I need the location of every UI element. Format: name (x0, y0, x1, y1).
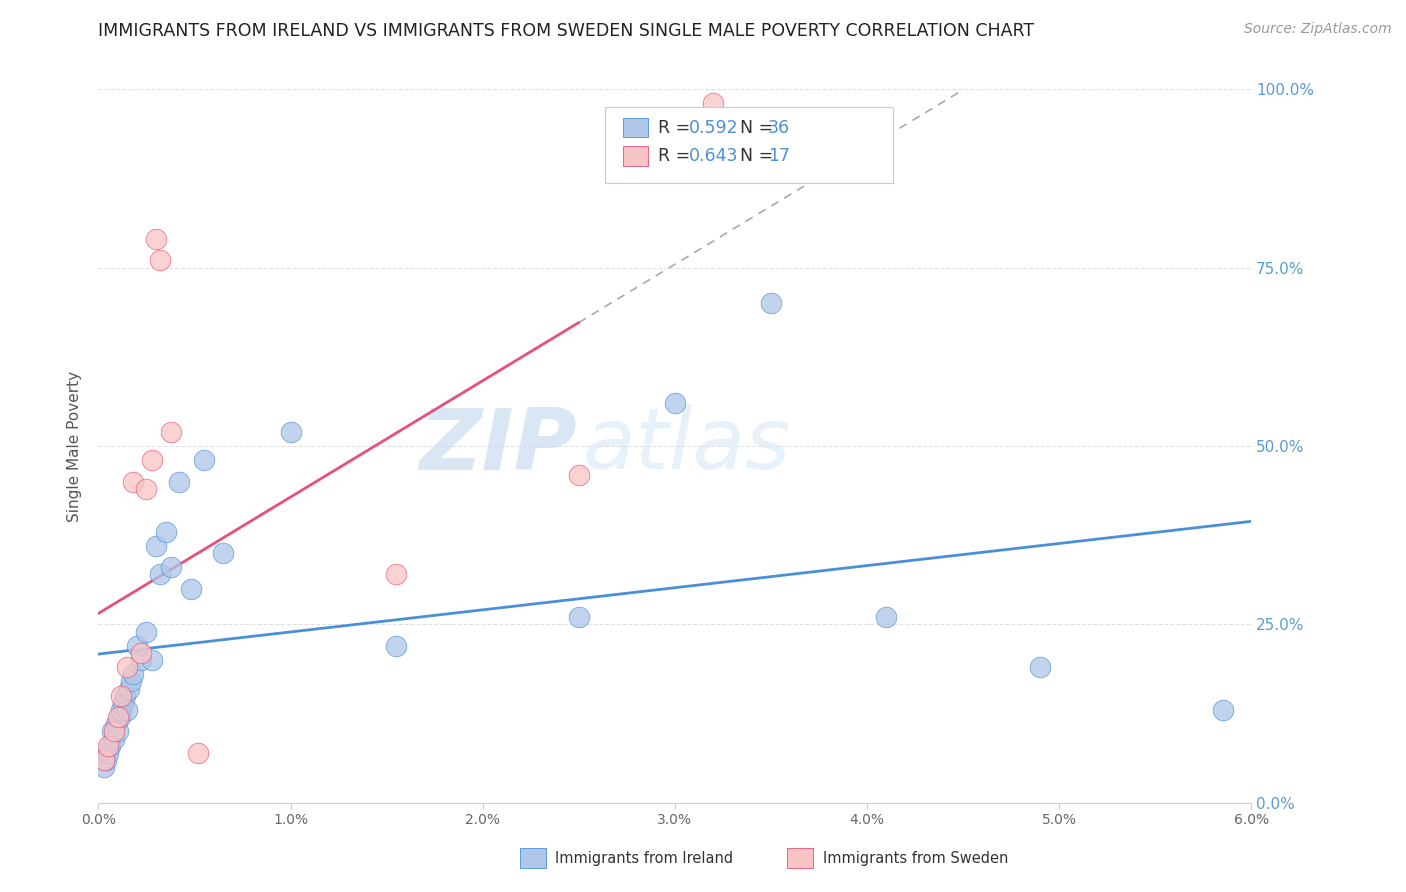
Point (385, 639, 408, 653)
Point (117, 703, 139, 717)
Point (141, 453, 163, 467)
Point (104, 717, 127, 731)
Text: Immigrants from Ireland: Immigrants from Ireland (555, 851, 734, 865)
Text: N =: N = (740, 119, 779, 136)
Point (97, 746, 120, 760)
Point (1211, 703, 1234, 717)
Point (1029, 660, 1052, 674)
Text: 0.643: 0.643 (689, 147, 738, 165)
Point (385, 567, 408, 582)
Point (141, 653, 163, 667)
Point (149, 253, 172, 268)
Point (160, 425, 183, 439)
Text: 17: 17 (768, 147, 790, 165)
Point (120, 674, 142, 689)
Text: atlas: atlas (582, 404, 790, 488)
Point (101, 724, 124, 739)
Point (94, 753, 117, 767)
Text: ZIP: ZIP (419, 404, 576, 488)
Point (568, 610, 591, 624)
Point (135, 482, 157, 496)
Point (129, 646, 152, 660)
Y-axis label: Single Male Poverty: Single Male Poverty (67, 370, 83, 522)
Point (280, 425, 302, 439)
Point (702, 96, 724, 111)
Point (107, 710, 129, 724)
Point (145, 232, 167, 246)
Point (103, 724, 125, 739)
Point (114, 689, 136, 703)
Point (107, 724, 129, 739)
Point (212, 546, 235, 560)
Point (180, 582, 202, 596)
Text: R =: R = (658, 147, 696, 165)
Point (568, 467, 591, 482)
Point (193, 453, 215, 467)
Point (110, 689, 132, 703)
Text: 36: 36 (768, 119, 790, 136)
Point (155, 524, 177, 539)
Point (122, 667, 145, 681)
Point (135, 624, 157, 639)
Text: R =: R = (658, 119, 696, 136)
Point (103, 731, 125, 746)
Point (129, 653, 152, 667)
Point (110, 703, 132, 717)
Point (122, 475, 145, 489)
Text: IMMIGRANTS FROM IRELAND VS IMMIGRANTS FROM SWEDEN SINGLE MALE POVERTY CORRELATIO: IMMIGRANTS FROM IRELAND VS IMMIGRANTS FR… (98, 22, 1035, 40)
Point (187, 746, 209, 760)
Point (759, 296, 782, 310)
Point (149, 567, 172, 582)
Point (112, 696, 135, 710)
Point (664, 396, 686, 410)
Text: Source: ZipAtlas.com: Source: ZipAtlas.com (1244, 22, 1392, 37)
Text: N =: N = (740, 147, 779, 165)
Point (145, 539, 167, 553)
Point (118, 681, 141, 696)
Point (875, 610, 897, 624)
Point (108, 710, 131, 724)
Text: 0.592: 0.592 (689, 119, 738, 136)
Point (125, 639, 148, 653)
Point (167, 475, 190, 489)
Point (160, 560, 183, 574)
Point (98, 739, 121, 753)
Point (117, 660, 139, 674)
Point (97, 739, 120, 753)
Point (93, 760, 115, 774)
Point (93, 753, 115, 767)
Text: Immigrants from Sweden: Immigrants from Sweden (823, 851, 1008, 865)
